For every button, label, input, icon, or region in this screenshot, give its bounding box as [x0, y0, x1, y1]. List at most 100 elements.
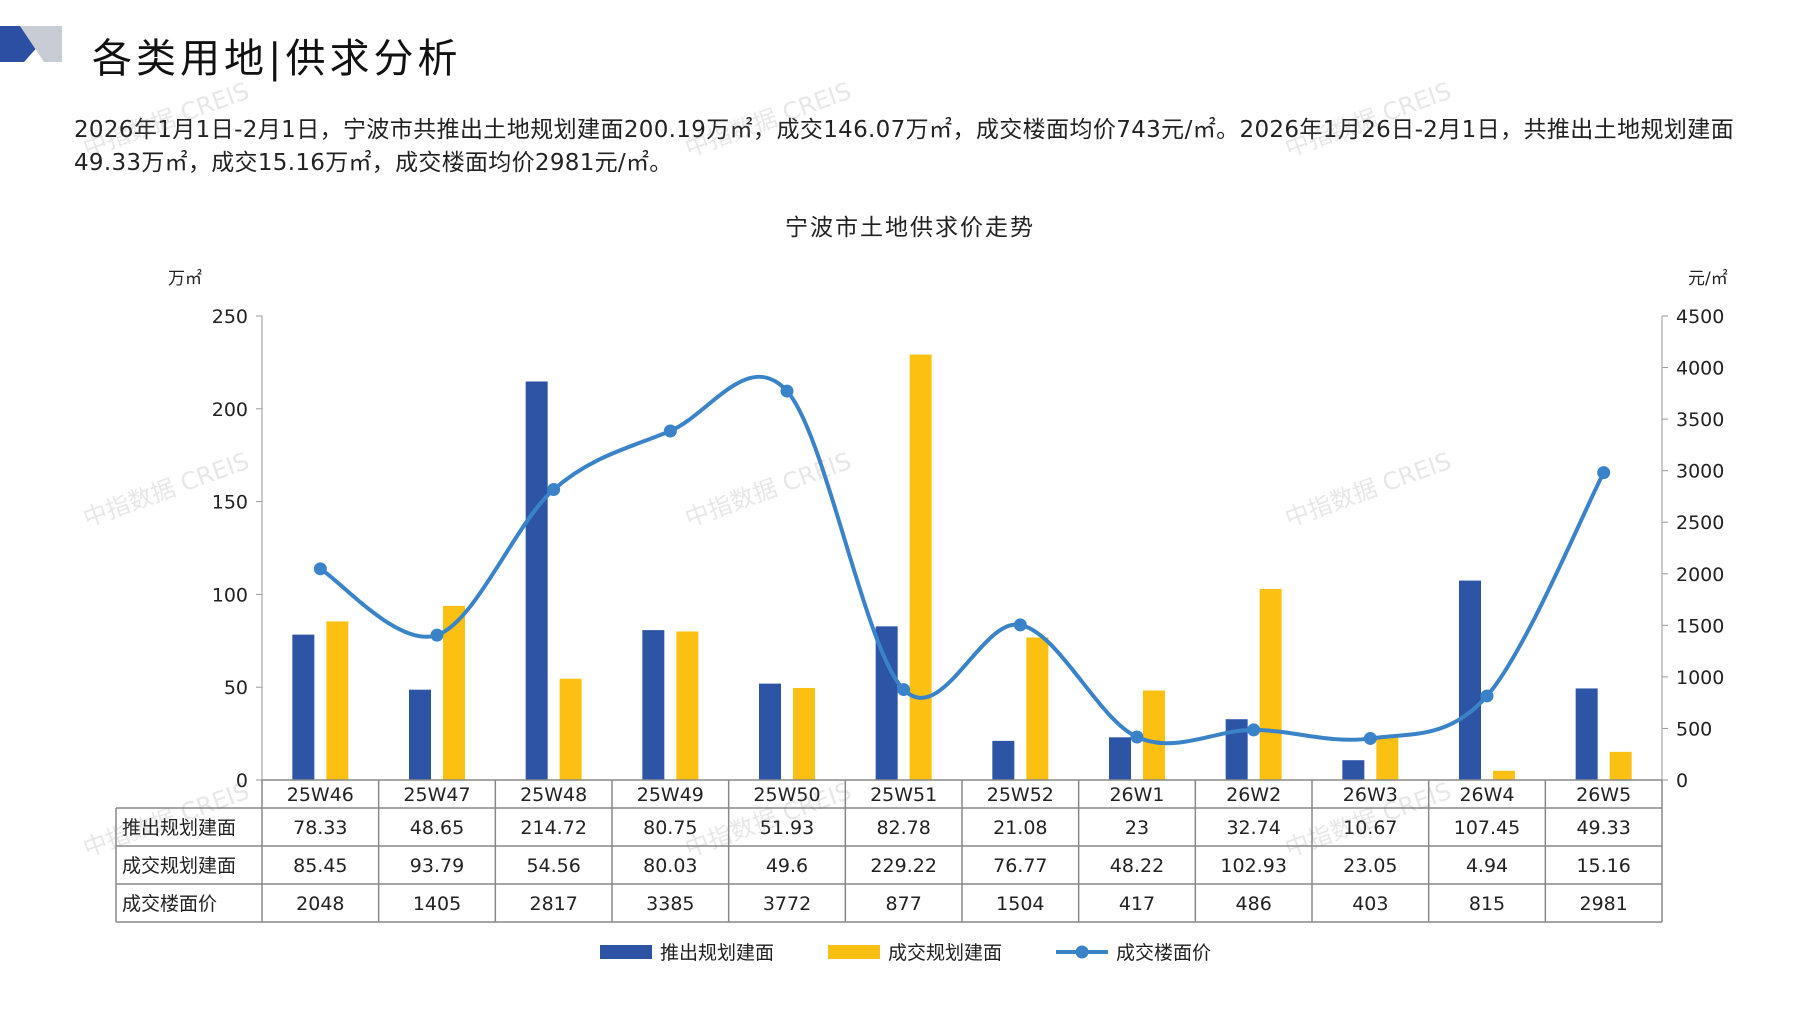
right-tick-label: 2500: [1676, 512, 1724, 534]
bar-deal-25W49: [676, 631, 699, 780]
bar-deal-26W3: [1376, 737, 1399, 780]
table-cell: 10.67: [1343, 817, 1397, 839]
left-tick-label: 200: [212, 399, 248, 421]
legend-label: 成交规划建面: [888, 942, 1002, 964]
right-tick-label: 500: [1676, 718, 1712, 740]
bar-deal-25W48: [559, 678, 582, 780]
table-cell: 1504: [996, 893, 1044, 915]
left-tick-label: 250: [212, 306, 248, 328]
table-cell: 3772: [763, 893, 811, 915]
table-cell: 1405: [413, 893, 461, 915]
table-cell: 417: [1119, 893, 1155, 915]
table-cell: 229.22: [870, 855, 936, 877]
chart-title: 宁波市土地供求价走势: [785, 215, 1035, 241]
table-cell: 93.79: [410, 855, 464, 877]
page-header: 各类用地|供求分析: [0, 24, 900, 82]
brand-logo-icon: [0, 26, 62, 62]
table-cell: 82.78: [876, 817, 930, 839]
right-tick-label: 1000: [1676, 667, 1724, 689]
table-cell: 48.65: [410, 817, 464, 839]
table-cell: 51.93: [760, 817, 814, 839]
category-label: 26W1: [1109, 784, 1164, 806]
table-cell: 3385: [646, 893, 694, 915]
table-cell: 486: [1236, 893, 1272, 915]
price-point-25W52: [1013, 618, 1027, 632]
price-point-25W46: [313, 562, 327, 576]
right-tick-label: 0: [1676, 770, 1688, 792]
table-cell: 21.08: [993, 817, 1047, 839]
table-cell: 403: [1352, 893, 1388, 915]
price-point-25W48: [547, 483, 561, 497]
summary-text: 2026年1月1日-2月1日，宁波市共推出土地规划建面200.19万㎡，成交14…: [74, 117, 1734, 176]
table-cell: 54.56: [526, 855, 580, 877]
category-label: 26W4: [1459, 784, 1514, 806]
table-cell: 48.22: [1110, 855, 1164, 877]
price-point-25W50: [780, 384, 794, 398]
category-label: 25W51: [870, 784, 937, 806]
category-label: 26W3: [1343, 784, 1398, 806]
price-line: [319, 374, 1606, 746]
bar-deal-25W51: [909, 354, 932, 780]
table-cell: 877: [886, 893, 922, 915]
right-tick-label: 1500: [1676, 615, 1724, 637]
table-cell: 85.45: [293, 855, 347, 877]
price-point-26W2: [1247, 723, 1261, 737]
category-label: 25W52: [987, 784, 1054, 806]
table-row-header: 成交楼面价: [122, 893, 217, 915]
right-tick-label: 2000: [1676, 564, 1724, 586]
bar-deal-25W50: [793, 687, 815, 780]
bar-supply-25W47: [409, 689, 431, 780]
table-cell: 107.45: [1454, 817, 1520, 839]
table-row-header: 成交规划建面: [122, 855, 236, 877]
legend-swatch: [600, 945, 652, 959]
category-label: 25W47: [403, 784, 470, 806]
bar-supply-26W4: [1459, 580, 1481, 780]
table-cell: 49.33: [1576, 817, 1630, 839]
table-cell: 2048: [296, 893, 344, 915]
bar-supply-26W3: [1342, 760, 1365, 780]
bar-supply-25W52: [992, 740, 1015, 780]
bar-deal-26W5: [1609, 751, 1632, 780]
table-cell: 32.74: [1226, 817, 1280, 839]
table-cell: 214.72: [520, 817, 586, 839]
table-cell: 23: [1125, 817, 1149, 839]
category-label: 25W48: [520, 784, 587, 806]
bar-supply-25W51: [875, 626, 898, 780]
bar-supply-26W1: [1109, 737, 1131, 780]
price-point-25W47: [430, 628, 444, 642]
legend-label: 成交楼面价: [1116, 942, 1211, 964]
left-tick-label: 50: [224, 677, 248, 699]
page-title: 各类用地|供求分析: [92, 36, 462, 82]
category-label: 25W49: [637, 784, 704, 806]
left-axis-unit: 万㎡: [168, 269, 202, 289]
bar-deal-26W1: [1143, 690, 1165, 780]
table-cell: 15.16: [1576, 855, 1630, 877]
price-point-26W3: [1363, 731, 1377, 745]
legend-swatch: [828, 945, 880, 959]
price-point-26W5: [1597, 466, 1611, 480]
bar-deal-25W46: [326, 621, 349, 780]
bar-supply-25W49: [642, 630, 665, 780]
table-row-header: 推出规划建面: [122, 817, 236, 839]
price-point-26W1: [1130, 730, 1144, 744]
price-point-25W49: [663, 424, 677, 438]
table-cell: 78.33: [293, 817, 347, 839]
category-label: 25W46: [287, 784, 354, 806]
bar-supply-25W48: [525, 381, 548, 780]
right-tick-label: 4500: [1676, 306, 1724, 328]
table-cell: 76.77: [993, 855, 1047, 877]
left-tick-label: 100: [212, 584, 248, 606]
right-tick-label: 3500: [1676, 409, 1724, 431]
right-axis-unit: 元/㎡: [1688, 269, 1728, 289]
bar-deal-26W2: [1259, 588, 1282, 780]
table-cell: 2981: [1579, 893, 1627, 915]
category-label: 26W5: [1576, 784, 1631, 806]
bar-deal-26W4: [1493, 770, 1515, 780]
price-point-26W4: [1480, 689, 1494, 703]
bar-supply-25W50: [759, 683, 781, 780]
table-cell: 80.03: [643, 855, 697, 877]
table-cell: 815: [1469, 893, 1505, 915]
bar-supply-26W5: [1575, 688, 1598, 780]
table-cell: 80.75: [643, 817, 697, 839]
left-tick-label: 150: [212, 492, 248, 514]
